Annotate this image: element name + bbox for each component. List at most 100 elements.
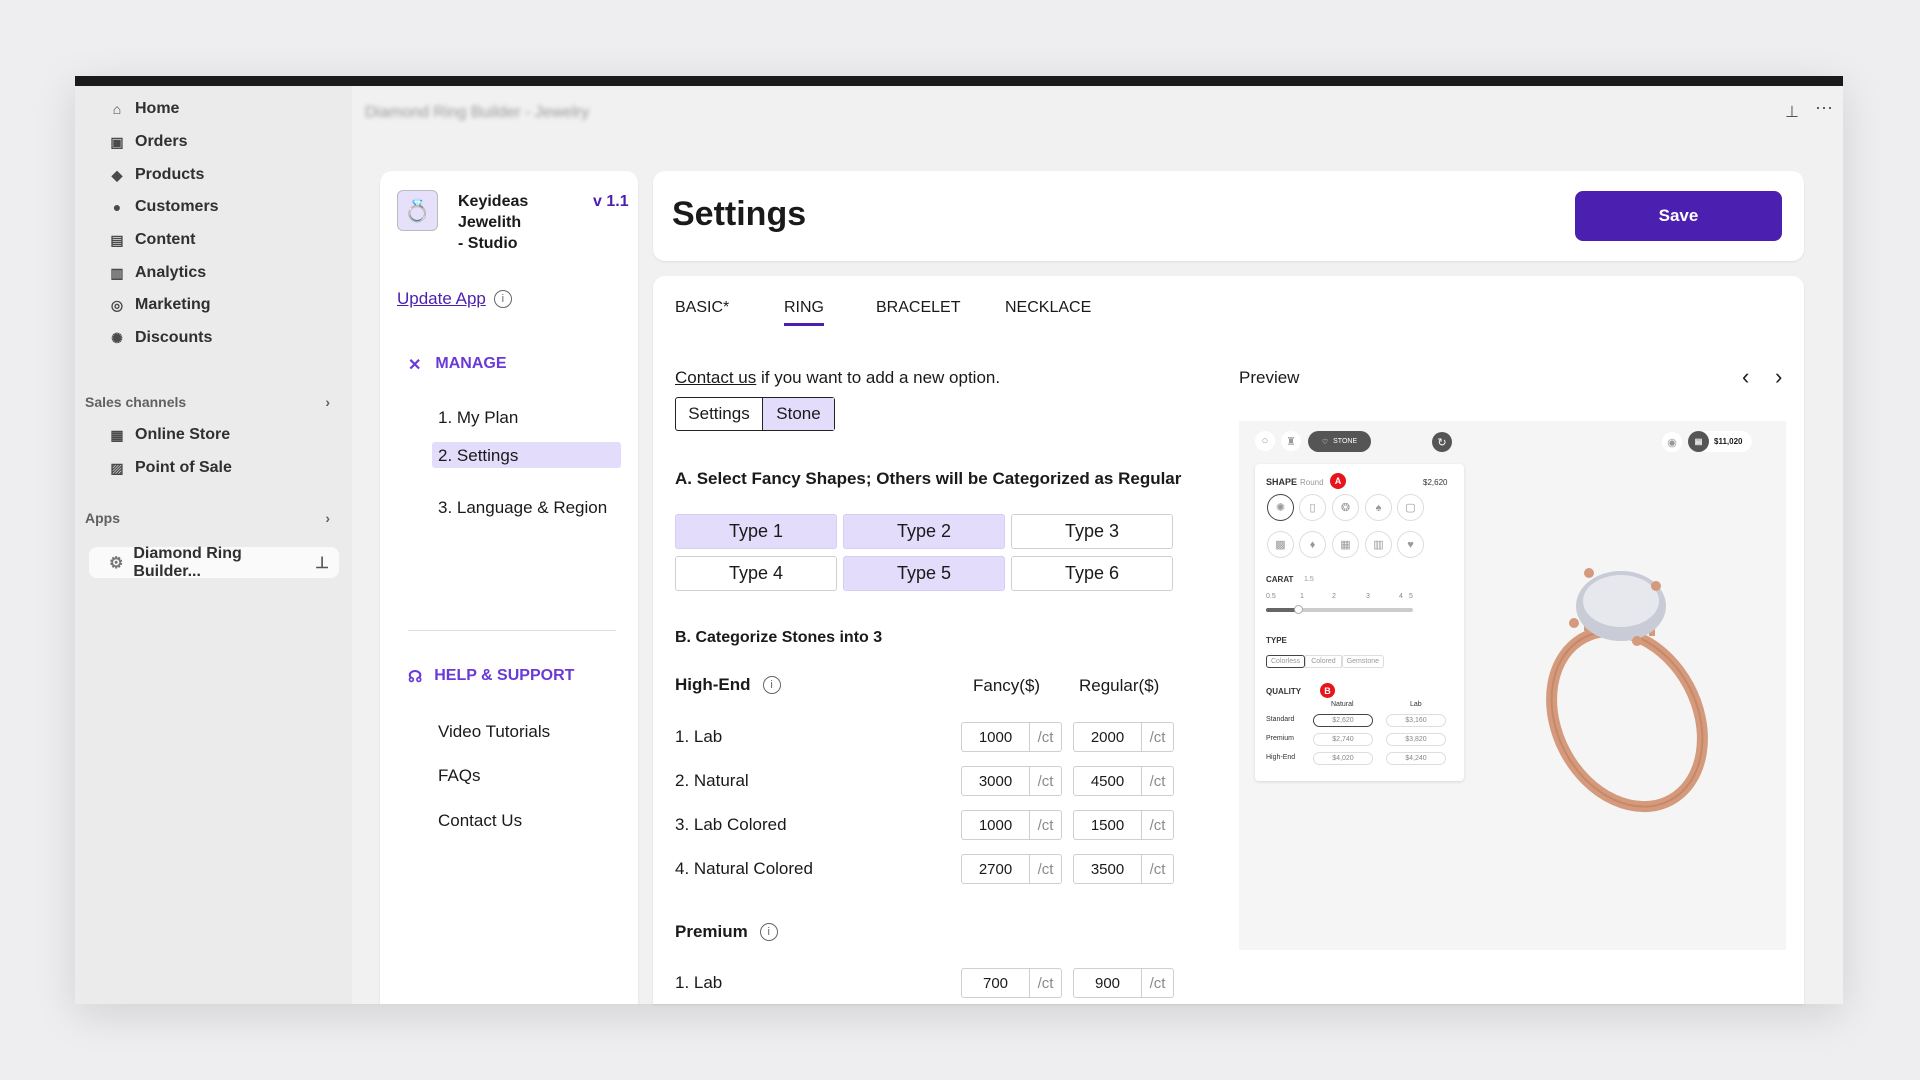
regular-price-input[interactable]: 2000/ct (1073, 722, 1174, 752)
nav-content[interactable]: ▤ Content (109, 231, 195, 249)
segment-stone[interactable]: Stone (763, 398, 834, 430)
nav-label: Point of Sale (135, 459, 232, 476)
stone-button[interactable]: ♡ STONE (1308, 431, 1371, 452)
tab-ring[interactable]: RING (784, 299, 824, 326)
save-button[interactable]: Save (1575, 191, 1782, 241)
nav-online-store[interactable]: ▦ Online Store (109, 426, 230, 444)
shape-option-icon[interactable]: ▦ (1332, 531, 1359, 558)
fancy-price-input[interactable]: 1000/ct (961, 810, 1062, 840)
stone-row-label: 3. Lab Colored (675, 815, 787, 834)
top-bar (75, 76, 1843, 86)
preview-panel: ○ ♜ ♡ STONE ↻ ◉ ▤ $11,020 SHAPE Round A $2… (1239, 421, 1786, 950)
sales-channels-header[interactable]: Sales channels › (85, 394, 330, 410)
menu-video-tutorials[interactable]: Video Tutorials (438, 722, 551, 741)
next-arrow-icon[interactable]: › (1775, 364, 1783, 389)
nav-diamond-ring-builder[interactable]: ⚙ Diamond Ring Builder... ⊥ (89, 545, 339, 580)
app-name: Keyideas Jewelith - Studio (458, 193, 529, 252)
shape-option-icon[interactable]: ▯ (1299, 494, 1326, 521)
tab-necklace[interactable]: NECKLACE (1005, 299, 1092, 316)
info-icon[interactable]: i (762, 676, 781, 694)
tab-bracelet[interactable]: BRACELET (876, 299, 961, 316)
nav-point-of-sale[interactable]: ▨ Point of Sale (109, 459, 232, 477)
stone-row-label: 1. Lab (675, 727, 723, 746)
menu-settings[interactable]: 2. Settings (432, 442, 621, 468)
prev-arrow-icon[interactable]: ‹ (1742, 364, 1750, 389)
regular-price-input[interactable]: 3500/ct (1073, 854, 1174, 884)
shape-option-icon[interactable]: ✺ (1267, 494, 1294, 521)
stone-row-label: 2. Natural (675, 771, 749, 790)
tab-basic[interactable]: BASIC* (675, 299, 730, 316)
update-app-link[interactable]: Update App i (397, 289, 512, 309)
stone-config-card: SHAPE Round A $2,620 ✺ ▯ ❂ ♠ ▢ ▩ ♦ ▦ ▥ ♥ CARAT 1.… (1255, 464, 1464, 781)
fancy-type-option[interactable]: Type 2 (843, 514, 1005, 549)
fancy-type-option[interactable]: Type 5 (843, 556, 1005, 591)
info-icon[interactable]: i (759, 923, 778, 941)
fancy-type-option[interactable]: Type 6 (1011, 556, 1173, 591)
quality-lab-price[interactable]: $4,240 (1386, 752, 1446, 765)
shape-option-icon[interactable]: ▢ (1397, 494, 1424, 521)
quality-natural-price[interactable]: $4,020 (1313, 752, 1373, 765)
setting-icon[interactable]: ♜ (1281, 431, 1301, 451)
shape-option-icon[interactable]: ▥ (1365, 531, 1392, 558)
contact-us-link[interactable]: Contact us (675, 368, 757, 387)
fancy-type-option[interactable]: Type 3 (1011, 514, 1173, 549)
menu-faqs[interactable]: FAQs (438, 766, 481, 785)
fancy-type-option[interactable]: Type 1 (675, 514, 837, 549)
regular-price-input[interactable]: 900/ct (1073, 968, 1174, 998)
help-header: ☊ HELP & SUPPORT (408, 667, 575, 686)
pin-icon[interactable]: ⊥ (1785, 104, 1799, 121)
nav-label: Products (135, 166, 205, 183)
quality-lab-price[interactable]: $3,820 (1386, 733, 1446, 746)
content-icon: ▤ (110, 231, 124, 248)
carat-slider[interactable] (1266, 605, 1413, 614)
type-colorless[interactable]: Colorless (1266, 655, 1306, 668)
contact-line: Contact us if you want to add a new opti… (675, 368, 1001, 387)
nav-label: Online Store (135, 426, 231, 443)
menu-my-plan[interactable]: 1. My Plan (438, 408, 519, 427)
nav-marketing[interactable]: ◎ Marketing (109, 296, 211, 314)
fancy-price-input[interactable]: 3000/ct (961, 766, 1062, 796)
fancy-type-option[interactable]: Type 4 (675, 556, 837, 591)
eye-icon[interactable]: ◉ (1662, 432, 1682, 452)
reset-icon[interactable]: ↻ (1432, 432, 1452, 452)
segment-settings[interactable]: Settings (676, 398, 763, 430)
type-gemstone[interactable]: Gemstone (1341, 655, 1384, 668)
carat-tick: 4 (1399, 593, 1403, 600)
shape-option-icon[interactable]: ❂ (1332, 494, 1359, 521)
nav-analytics[interactable]: ▥ Analytics (109, 264, 206, 282)
apps-header[interactable]: Apps › (85, 510, 330, 526)
regular-price-input[interactable]: 4500/ct (1073, 766, 1174, 796)
menu-language-region[interactable]: 3. Language & Region (438, 498, 608, 517)
nav-label: Customers (135, 198, 219, 215)
shape-option-icon[interactable]: ♥ (1397, 531, 1424, 558)
type-colored[interactable]: Colored (1305, 655, 1342, 668)
menu-contact-us[interactable]: Contact Us (438, 811, 523, 830)
fancy-price-input[interactable]: 2700/ct (961, 854, 1062, 884)
nav-label: Home (135, 100, 180, 117)
orders-icon: ▣ (110, 133, 124, 150)
nav-orders[interactable]: ▣ Orders (109, 133, 187, 151)
section-b-heading: B. Categorize Stones into 3 (675, 629, 883, 646)
nav-home[interactable]: ⌂ Home (109, 100, 180, 118)
shape-option-icon[interactable]: ♦ (1299, 531, 1326, 558)
quality-lab-price[interactable]: $3,160 (1386, 714, 1446, 727)
shape-option-icon[interactable]: ♠ (1365, 494, 1392, 521)
nav-products[interactable]: ◆ Products (109, 166, 205, 184)
total-price[interactable]: ▤ $11,020 (1688, 431, 1752, 452)
shape-price: $2,620 (1423, 478, 1448, 487)
quality-natural-price[interactable]: $2,620 (1313, 714, 1373, 727)
target-icon: ◎ (110, 296, 124, 313)
regular-price-input[interactable]: 1500/ct (1073, 810, 1174, 840)
quality-natural-price[interactable]: $2,740 (1313, 733, 1373, 746)
section-label: Sales channels (85, 394, 187, 410)
fancy-price-input[interactable]: 700/ct (961, 968, 1062, 998)
nav-discounts[interactable]: ✺ Discounts (109, 329, 212, 347)
pin-icon[interactable]: ⊥ (315, 554, 329, 572)
nav-customers[interactable]: ● Customers (109, 198, 219, 216)
fancy-price-input[interactable]: 1000/ct (961, 722, 1062, 752)
quality-label: High-End (1266, 754, 1296, 761)
app-nav-card: 💍 Keyideas Jewelith - Studio v 1.1 Update … (380, 171, 638, 1004)
ring-icon[interactable]: ○ (1255, 431, 1275, 451)
more-icon[interactable]: ⋯ (1815, 98, 1833, 118)
shape-option-icon[interactable]: ▩ (1267, 531, 1294, 558)
